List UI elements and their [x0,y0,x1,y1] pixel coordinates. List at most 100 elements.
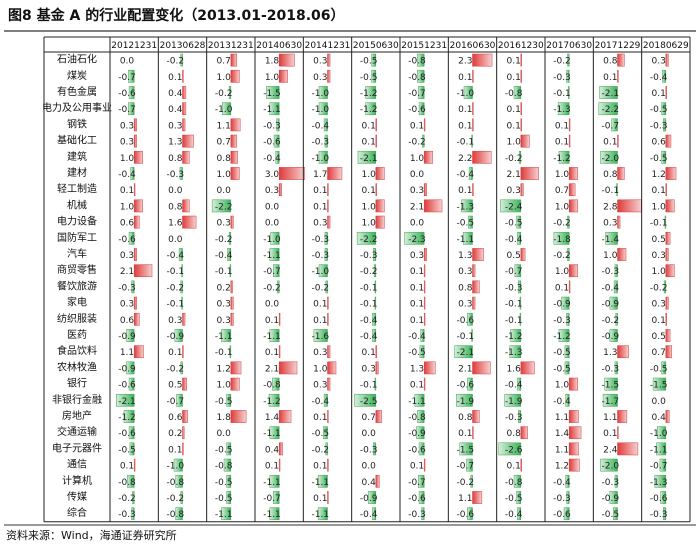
cell-value: 0.1 [458,186,472,196]
cell-value: 0.5 [168,381,182,391]
negative-bar [565,474,570,488]
negative-bar [226,491,232,504]
cell-value: 1.7 [313,170,327,180]
cell-value: 2.1 [265,364,279,374]
negative-bar [176,393,183,407]
cell-value: -0.6 [408,494,426,504]
negative-bar [615,312,618,326]
positive-bar [568,118,571,132]
positive-bar [133,118,137,132]
cell-value: 0.3 [458,267,472,277]
cell-value: 0.1 [652,186,666,196]
negative-bar [468,215,473,229]
cell-value: -0.8 [505,89,523,99]
cell-value: 1.2 [555,462,569,472]
negative-bar [129,442,135,456]
positive-bar [182,86,187,99]
positive-bar [472,410,480,423]
positive-bar [133,215,140,229]
cell-value: -1.0 [263,235,281,245]
negative-bar [517,377,522,391]
negative-bar [371,53,377,67]
cell-value: -0.6 [118,381,136,391]
cell-value: -1.1 [263,478,281,488]
positive-bar [568,458,580,472]
negative-bar [226,442,232,456]
positive-bar [472,118,474,132]
cell-value: 1.0 [120,154,135,164]
cell-value: 1.2 [217,364,231,374]
negative-bar [517,231,522,245]
cell-value: -0.5 [118,445,136,455]
cell-value: 0.1 [362,138,376,148]
cell-value: 0.1 [265,316,279,326]
row-label: 家电 [67,296,87,309]
cell-value: 0.3 [507,186,521,196]
cell-value: -1.7 [602,397,620,407]
negative-bar [178,248,183,261]
cell-value: -0.9 [602,494,620,504]
cell-value: 1.0 [555,267,570,277]
cell-value: -0.4 [167,251,185,261]
cell-value: 0.1 [458,429,472,439]
cell-value: 1.4 [265,413,280,423]
positive-bar [617,199,642,213]
positive-bar [665,329,671,342]
cell-value: 1.0 [410,154,425,164]
cell-value: -0.3 [360,251,378,261]
positive-bar [278,312,281,326]
row-label: 房地产 [62,409,92,422]
cell-value: -0.9 [118,332,136,342]
positive-bar [375,361,379,375]
negative-bar [371,69,377,83]
negative-bar [228,86,232,99]
cell-value: -0.3 [505,413,523,423]
cell-value: 1.0 [507,138,522,148]
negative-bar [611,118,618,132]
positive-bar [133,199,143,213]
cell-value: 0.8 [603,57,618,67]
cell-value: -0.8 [408,57,426,67]
negative-bar [567,215,570,229]
positive-bar [520,248,526,261]
negative-bar [180,53,183,67]
negative-bar [174,329,183,342]
cell-value: -0.5 [215,494,233,504]
positive-bar [182,377,187,391]
cell-value: -1.1 [457,235,475,245]
negative-bar [613,507,618,521]
positive-bar [665,231,671,245]
cell-value: 0.6 [120,316,135,326]
negative-bar [128,426,135,440]
negative-bar [514,264,522,278]
cell-value: -0.7 [602,121,620,131]
cell-value: -0.9 [602,300,620,310]
negative-bar [318,102,328,116]
cell-value: 0.0 [217,429,232,439]
row-label: 石油石化 [57,53,97,66]
cell-value: -0.8 [167,478,185,488]
cell-value: -0.1 [167,300,185,310]
cell-value: 1.3 [458,251,472,261]
cell-value: -0.9 [553,300,571,310]
cell-value: -0.3 [167,170,185,180]
positive-bar [665,167,677,180]
cell-value: -1.0 [312,154,330,164]
positive-bar [520,167,539,180]
cell-value: -0.2 [408,138,426,148]
cell-value: -0.5 [360,57,378,67]
negative-bar [367,491,377,504]
cell-value: -0.4 [505,381,523,391]
positive-bar [472,248,484,261]
cell-value: -0.4 [457,170,475,180]
positive-bar [568,280,571,294]
source: 资料来源：Wind，海通证券研究所 [6,528,177,542]
cell-value: 1.0 [217,73,232,83]
positive-bar [423,248,427,261]
cell-value: 1.1 [603,413,617,423]
cell-value: 1.8 [217,413,232,423]
cell-value: -1.9 [505,397,523,407]
negative-bar [324,248,328,261]
negative-bar [418,102,425,116]
cell-value: 0.1 [168,73,182,83]
